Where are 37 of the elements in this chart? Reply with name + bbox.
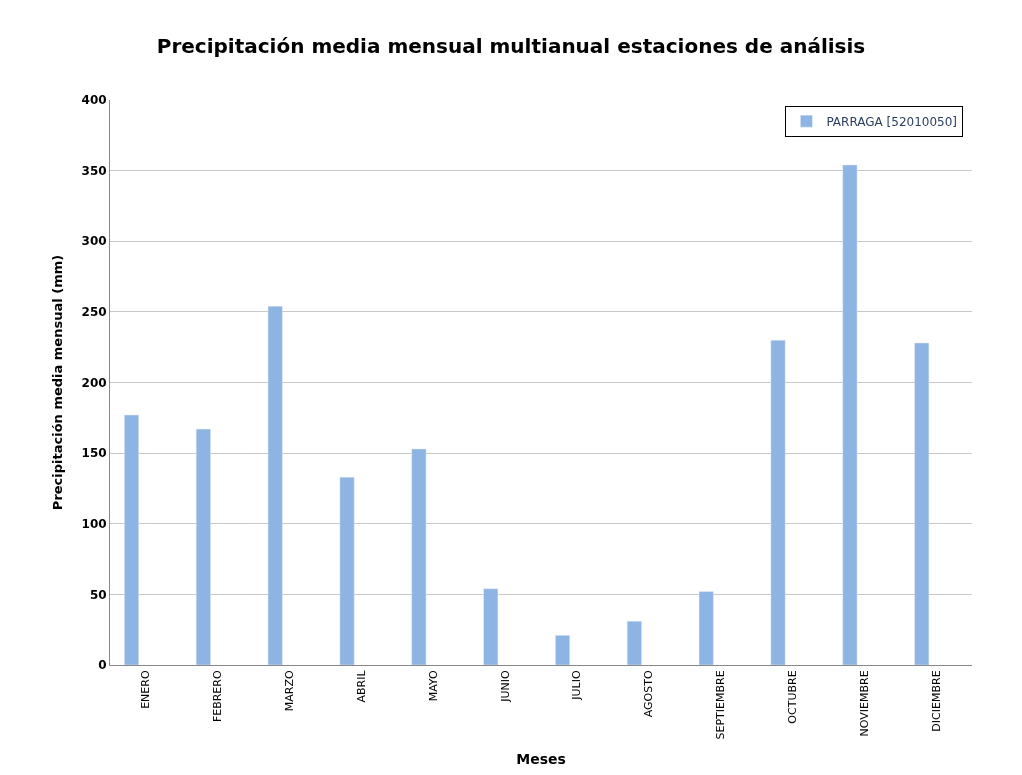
y-tick-label: 50 xyxy=(89,587,107,602)
y-tick-label: 400 xyxy=(81,93,107,108)
bar xyxy=(411,448,427,665)
bar xyxy=(698,591,714,665)
y-tick-label: 100 xyxy=(81,516,107,531)
x-tick-label: NOVIEMBRE xyxy=(857,670,871,737)
x-tick-label: AGOSTO xyxy=(642,670,656,718)
bar xyxy=(555,635,570,665)
x-tick-label: MARZO xyxy=(283,670,297,712)
chart-title: Precipitación media mensual multianual estaciones de análisis xyxy=(156,33,866,58)
x-tick-label: SEPTIEMBRE xyxy=(714,670,728,740)
y-tick-label: 200 xyxy=(81,375,107,390)
x-tick-label: JULIO xyxy=(570,670,584,701)
x-tick-label: ABRIL xyxy=(355,669,368,703)
bar xyxy=(770,339,786,665)
y-tick-label: 250 xyxy=(81,305,107,320)
bar xyxy=(267,305,283,665)
bar xyxy=(195,428,211,665)
x-tick-label: FEBRERO xyxy=(211,670,225,723)
x-axis-title: Meses xyxy=(516,750,566,767)
legend-label: PARRAGA [52010050] xyxy=(826,114,958,129)
bar xyxy=(483,588,499,665)
bar xyxy=(124,414,139,665)
x-tick-label: ENERO xyxy=(139,670,153,709)
y-tick-label: 0 xyxy=(98,658,107,673)
x-tick-label: DICIEMBRE xyxy=(929,670,943,732)
y-axis-title: Precipitación media mensual (mm) xyxy=(50,254,66,511)
x-tick-label: MAYO xyxy=(426,670,440,702)
y-tick-label: 150 xyxy=(81,446,107,461)
y-tick-label: 350 xyxy=(81,163,107,178)
x-tick-label: JUNIO xyxy=(498,670,512,703)
x-tick-label: OCTUBRE xyxy=(785,670,799,724)
bar xyxy=(626,620,642,665)
bar xyxy=(914,342,930,665)
y-tick-label: 300 xyxy=(81,234,107,249)
bar xyxy=(339,476,355,665)
bar xyxy=(842,164,858,665)
